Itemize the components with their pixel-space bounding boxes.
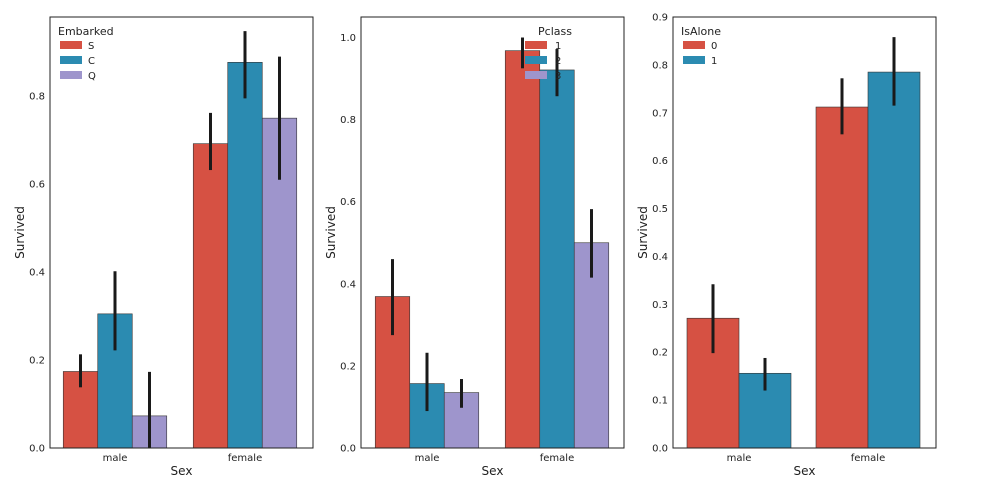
legend: Embarked SCQ	[58, 25, 114, 82]
x-tick-label: male	[103, 453, 128, 464]
y-tick-label: 0.6	[652, 156, 668, 167]
bar-female-C	[227, 61, 263, 449]
y-tick-label: 0.8	[652, 60, 668, 71]
legend-label: 1	[711, 56, 717, 67]
bar-female-0	[815, 106, 869, 449]
legend-label: Q	[88, 71, 96, 82]
y-tick-label: 1.0	[340, 33, 356, 44]
x-tick-label: male	[415, 453, 440, 464]
x-axis-label: Sex	[794, 464, 816, 478]
bar-male-3	[443, 392, 480, 449]
legend-swatch	[60, 71, 82, 79]
y-tick-label: 0.0	[340, 444, 356, 455]
plot-frame	[360, 16, 625, 449]
y-tick-label: 0.6	[340, 197, 356, 208]
legend-label: 0	[711, 41, 717, 52]
bar-female-2	[539, 69, 575, 449]
y-tick-label: 0.2	[652, 348, 668, 359]
x-tick-label: female	[540, 453, 574, 464]
legend-label: 1	[555, 41, 561, 52]
y-tick-label: 0.7	[652, 108, 668, 119]
y-axis-label: Survived	[13, 206, 27, 259]
x-tick-label: female	[228, 453, 262, 464]
y-tick-label: 0.3	[652, 300, 668, 311]
plot-frame	[672, 16, 937, 449]
x-axis-label: Sex	[482, 464, 504, 478]
legend-label: S	[88, 41, 94, 52]
legend-label: C	[88, 56, 95, 67]
y-axis-label: Survived	[636, 206, 650, 259]
legend-label: 3	[555, 71, 561, 82]
y-tick-label: 0.2	[340, 361, 356, 372]
legend: IsAlone 0 1	[681, 25, 721, 67]
y-tick-label: 0.8	[29, 92, 45, 103]
legend-swatch	[60, 41, 82, 49]
y-tick-label: 0.4	[340, 279, 356, 290]
y-tick-label: 0.2	[29, 356, 45, 367]
x-axis-label: Sex	[171, 464, 193, 478]
y-axis-label: Survived	[324, 206, 338, 259]
y-tick-label: 0.5	[652, 204, 668, 215]
y-tick-label: 0.0	[29, 444, 45, 455]
bar-female-S	[192, 143, 229, 449]
legend-label: 2	[555, 56, 561, 67]
y-tick-label: 0.6	[29, 180, 45, 191]
chart-panel-1: 0.0 0.2 0.4 0.6 0.8 male female Sex Survived Emba…	[13, 16, 314, 478]
legend-swatch	[525, 71, 547, 79]
legend-title: Embarked	[58, 25, 114, 38]
legend-swatch	[525, 41, 547, 49]
chart-panel-3: 0.0 0.1 0.2 0.3 0.4 0.5 0.6 0.7 0.8 0.9 male female…	[636, 13, 937, 478]
y-tick-label: 0.4	[29, 268, 45, 279]
y-tick-label: 0.4	[652, 252, 668, 263]
x-tick-label: female	[851, 453, 885, 464]
plot-frame	[49, 16, 314, 449]
chart-panel-2: 0.0 0.2 0.4 0.6 0.8 1.0 male female Sex Survived P…	[324, 16, 625, 478]
x-tick-label: male	[727, 453, 752, 464]
y-tick-label: 0.0	[652, 444, 668, 455]
legend-swatch	[683, 41, 705, 49]
y-tick-label: 0.8	[340, 115, 356, 126]
legend-swatch	[683, 56, 705, 64]
y-tick-label: 0.9	[652, 13, 668, 24]
legend: Pclass 1 2 3	[525, 25, 572, 82]
y-tick-label: 0.1	[652, 396, 668, 407]
bar-female-1	[867, 71, 921, 449]
bar-female-1	[504, 50, 541, 449]
legend-swatch	[60, 56, 82, 64]
legend-title: Pclass	[538, 25, 572, 38]
legend-swatch	[525, 56, 547, 64]
legend-title: IsAlone	[681, 25, 721, 38]
